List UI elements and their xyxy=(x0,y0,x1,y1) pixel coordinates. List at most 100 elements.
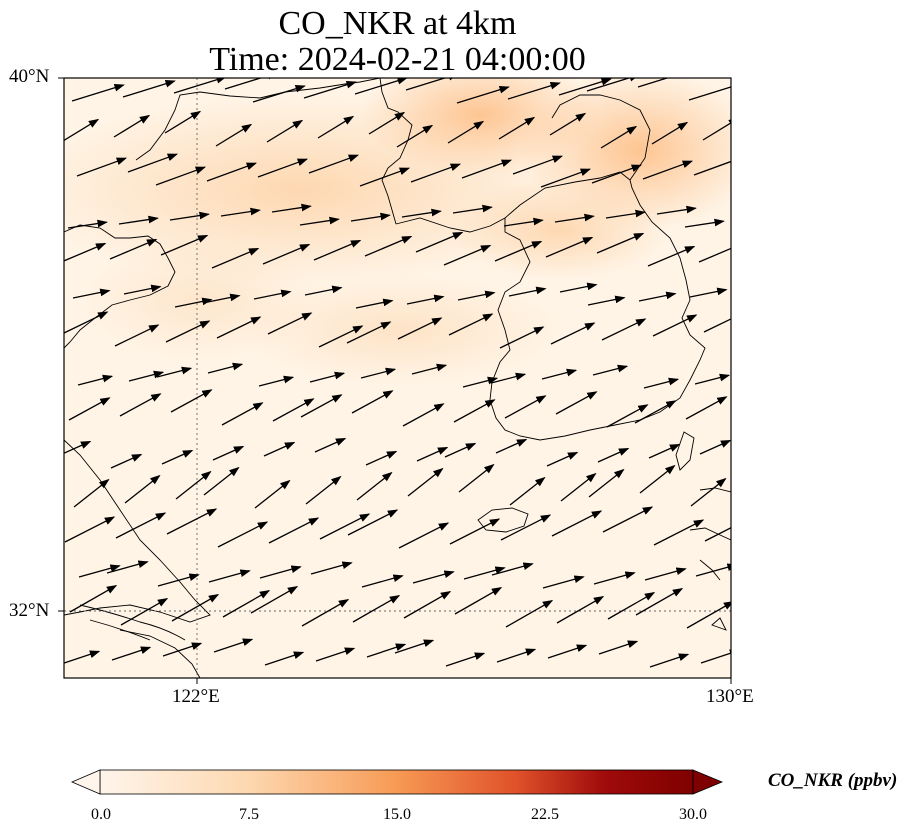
wind-arrow xyxy=(110,453,143,469)
lon-tick-130: 130°E xyxy=(706,686,754,707)
wind-arrow xyxy=(299,216,340,226)
wind-arrow xyxy=(350,212,391,222)
wind-arrow xyxy=(217,521,269,548)
wind-arrow xyxy=(67,219,108,229)
wind-arrow xyxy=(394,639,435,654)
wind-arrow xyxy=(508,286,547,297)
map-frame xyxy=(63,77,732,679)
wind-arrow xyxy=(547,644,588,659)
wind-arrow xyxy=(549,112,587,136)
wind-arrow xyxy=(558,78,612,96)
wind-arrow xyxy=(347,509,399,536)
wind-arrow xyxy=(160,234,209,256)
wind-arrow xyxy=(596,232,645,254)
wind-arrow xyxy=(559,282,598,293)
wind-arrow xyxy=(606,404,649,428)
wind-arrow xyxy=(211,247,260,269)
wind-arrow xyxy=(171,594,220,622)
wind-arrow xyxy=(688,82,731,101)
wind-arrow xyxy=(638,291,677,302)
wind-arrow xyxy=(452,204,493,214)
wind-arrow xyxy=(202,293,241,304)
colorbar-tick-2: 15.0 xyxy=(383,806,411,823)
wind-arrow xyxy=(684,218,725,228)
wind-arrow xyxy=(216,316,262,339)
wind-arrow xyxy=(64,516,116,543)
wind-arrow xyxy=(64,311,109,334)
wind-arrow xyxy=(252,84,306,103)
wind-arrow xyxy=(155,166,207,186)
wind-arrow xyxy=(175,470,212,500)
wind-arrow xyxy=(454,587,503,615)
wind-arrow xyxy=(215,123,253,147)
lat-tick-32: 32°N xyxy=(9,600,50,621)
wind-arrow xyxy=(598,640,639,655)
wind-arrow xyxy=(169,211,210,221)
wind-arrow xyxy=(685,396,728,420)
wind-arrow xyxy=(695,563,731,577)
wind-arrow xyxy=(164,110,202,134)
wind-arrow xyxy=(415,231,464,253)
wind-arrow xyxy=(507,81,561,100)
wind-arrow xyxy=(359,167,411,187)
wind-arrow xyxy=(305,475,342,505)
wind-arrow xyxy=(212,445,245,461)
wind-arrow xyxy=(174,297,213,308)
wind-arrow xyxy=(118,215,159,225)
wind-arrow xyxy=(694,373,731,385)
wind-arrow xyxy=(703,318,731,333)
chart-subtitle: Time: 2024-02-21 04:00:00 xyxy=(209,41,586,78)
wind-arrow xyxy=(365,450,398,466)
wind-arrow xyxy=(122,79,176,98)
wind-arrow xyxy=(317,115,355,139)
wind-arrow xyxy=(642,160,694,180)
wind-arrow xyxy=(224,78,278,90)
axis-ticks xyxy=(58,77,732,684)
wind-arrow xyxy=(462,376,499,388)
wind-arrow xyxy=(453,399,496,423)
wind-arrow xyxy=(268,517,320,544)
wind-arrow xyxy=(656,205,697,215)
wind-arrow xyxy=(208,569,251,583)
wind-arrow xyxy=(443,244,492,266)
wind-arrow xyxy=(366,643,407,658)
wind-arrow xyxy=(222,590,271,618)
wind-arrow xyxy=(258,375,295,387)
wind-arrow xyxy=(398,522,450,549)
wind-arrow xyxy=(540,168,592,188)
wind-arrow xyxy=(690,477,727,507)
wind-arrow xyxy=(555,391,598,415)
wind-arrow xyxy=(266,119,304,143)
wind-arrow xyxy=(542,575,585,589)
wind-arrow xyxy=(702,117,731,141)
wind-arrow xyxy=(593,571,636,585)
wind-arrow xyxy=(220,207,261,217)
wind-arrow xyxy=(166,508,218,535)
wind-arrow xyxy=(68,397,111,421)
wind-arrow xyxy=(401,208,442,218)
wind-arrow xyxy=(560,472,597,502)
wind-arrow xyxy=(545,236,594,258)
wind-arrow xyxy=(115,512,167,539)
wind-arrow xyxy=(109,238,158,260)
wind-arrow xyxy=(221,402,264,426)
chart-title: CO_NKR at 4km xyxy=(278,5,517,42)
wind-arrow xyxy=(319,513,371,540)
wind-arrow xyxy=(651,121,689,145)
wind-arrow xyxy=(412,570,455,584)
wind-arrow xyxy=(498,116,536,140)
wind-arrow xyxy=(607,592,656,620)
wind-arrow xyxy=(505,600,554,628)
wind-arrow xyxy=(309,371,346,383)
wind-arrow xyxy=(444,442,477,458)
wind-arrow xyxy=(494,240,543,262)
coastlines xyxy=(64,78,731,678)
wind-arrow xyxy=(407,467,444,497)
wind-arrow xyxy=(602,506,654,533)
wind-arrow xyxy=(700,649,731,664)
wind-arrow xyxy=(461,159,513,179)
wind-arrow xyxy=(637,78,670,88)
wind-arrow xyxy=(556,596,605,624)
wind-arrow xyxy=(647,245,696,267)
